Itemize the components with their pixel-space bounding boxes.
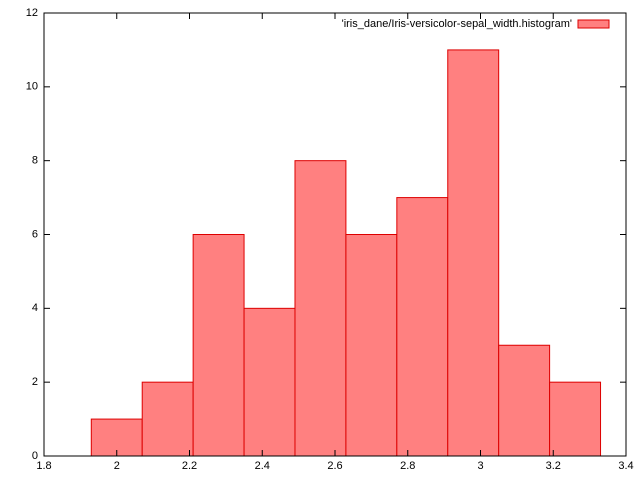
legend-label: 'iris_dane/Iris-versicolor-sepal_width.h… [342, 18, 572, 30]
y-tick-label: 0 [32, 450, 38, 462]
legend-swatch [577, 19, 610, 29]
bar [345, 234, 398, 457]
y-tick-label: 2 [32, 376, 38, 388]
x-tick-label: 1.8 [36, 460, 51, 472]
bar [141, 381, 194, 457]
x-tick-label: 2.4 [255, 460, 270, 472]
x-tick-label: 2.6 [327, 460, 342, 472]
y-tick-label: 10 [26, 81, 38, 93]
bar [396, 197, 449, 457]
bar [549, 381, 602, 457]
bar [294, 160, 347, 457]
y-tick-label: 12 [26, 7, 38, 19]
x-tick-label: 2 [114, 460, 120, 472]
bar [243, 307, 296, 457]
x-tick-label: 3.4 [618, 460, 633, 472]
bar [90, 418, 143, 457]
x-tick-label: 2.2 [182, 460, 197, 472]
x-tick-label: 2.8 [400, 460, 415, 472]
bar [447, 49, 500, 457]
y-tick-label: 8 [32, 155, 38, 167]
bar [192, 234, 245, 457]
x-tick-label: 3.2 [546, 460, 561, 472]
y-tick-label: 4 [32, 302, 38, 314]
bar [498, 344, 551, 457]
x-tick-label: 3 [477, 460, 483, 472]
y-tick-label: 6 [32, 228, 38, 240]
